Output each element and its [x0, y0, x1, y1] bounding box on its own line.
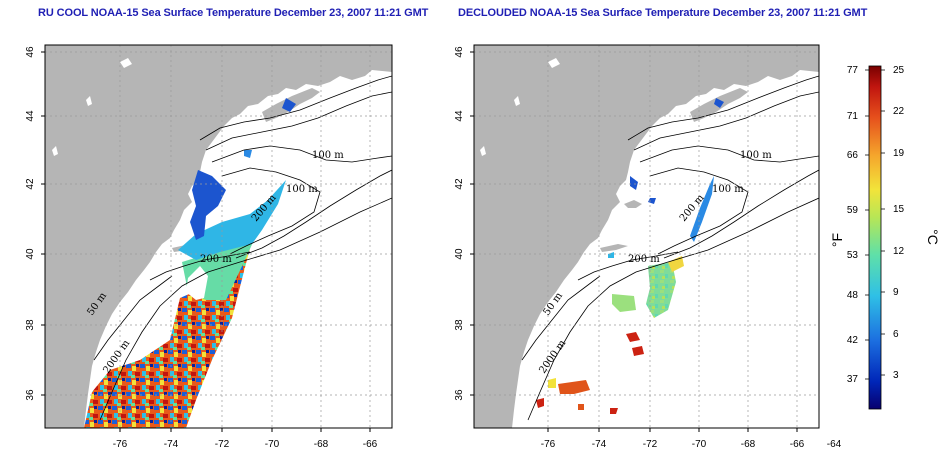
lon-axis-left: -76 -74 -72 -70 -68 -66 [113, 428, 378, 450]
colorbar-unit-c: °C [925, 229, 941, 245]
lon-axis-right: -76 -74 -72 -70 -68 -66 -64 [541, 428, 842, 450]
land-mass-right [474, 45, 819, 428]
colorbar-c-label: 6 [893, 329, 899, 340]
colorbar-f-label: 59 [847, 205, 859, 216]
colorbar-c-label: 15 [893, 204, 905, 215]
bathymetry-contours-left [93, 75, 392, 421]
colorbar-gradient [868, 65, 882, 410]
map-panel-left: 100 m 100 m 200 m 200 m 50 m 2000 m 46 4… [25, 44, 393, 450]
temperature-colorbar: 77 71 66 59 53 48 42 37 25 22 19 15 12 9… [829, 65, 941, 410]
colorbar-c-label: 3 [893, 370, 899, 381]
map-title-right: DECLOUDED NOAA-15 Sea Surface Temperatur… [458, 7, 868, 19]
lon-tick: -66 [790, 439, 805, 450]
contour-label: 100 m [740, 150, 772, 161]
colorbar-f-label: 37 [847, 374, 859, 385]
colorbar-f-label: 42 [847, 335, 859, 346]
contour-label: 200 m [628, 254, 660, 265]
colorbar-c-label: 12 [893, 246, 905, 257]
colorbar-f-label: 77 [847, 65, 859, 76]
lat-tick: 38 [25, 319, 36, 331]
colorbar-c-label: 25 [893, 65, 905, 76]
map-panel-right: 100 m 100 m 200 m 200 m 50 m 2000 m 46 4… [454, 44, 842, 450]
colorbar-f-label: 48 [847, 290, 859, 301]
lon-tick: -70 [692, 439, 707, 450]
contour-label: 100 m [286, 184, 318, 195]
lon-tick: -76 [113, 439, 128, 450]
lat-tick: 36 [454, 389, 465, 401]
lat-tick: 36 [25, 389, 36, 401]
lon-tick: -76 [541, 439, 556, 450]
land-mass-left [45, 45, 392, 428]
lat-tick: 40 [454, 248, 465, 260]
lat-tick: 46 [25, 46, 36, 58]
colorbar-f-label: 71 [847, 111, 859, 122]
lon-tick: -70 [265, 439, 280, 450]
colorbar-c-label: 9 [893, 287, 899, 298]
lon-tick: -66 [363, 439, 378, 450]
colorbar-f-label: 53 [847, 250, 859, 261]
lon-tick: -74 [164, 439, 179, 450]
lat-tick: 38 [454, 319, 465, 331]
colorbar-unit-f: °F [829, 233, 845, 247]
lon-tick: -68 [741, 439, 756, 450]
contour-label: 200 m [200, 254, 232, 265]
contour-label: 100 m [712, 184, 744, 195]
lon-tick: -74 [592, 439, 607, 450]
bathymetry-contours-right [521, 75, 819, 421]
lat-axis-left: 46 44 42 40 38 36 [25, 46, 45, 401]
map-title-left: RU COOL NOAA-15 Sea Surface Temperature … [38, 7, 429, 19]
lon-tick: -72 [643, 439, 658, 450]
lat-tick: 42 [25, 178, 36, 190]
lat-tick: 44 [25, 110, 36, 122]
sst-patch [690, 176, 714, 242]
lat-axis-right: 46 44 42 40 38 36 [454, 46, 474, 401]
colorbar-c-label: 22 [893, 106, 905, 117]
lon-tick: -68 [314, 439, 329, 450]
lat-tick: 44 [454, 110, 465, 122]
colorbar-c-label: 19 [893, 148, 905, 159]
lat-tick: 42 [454, 178, 465, 190]
lat-tick: 46 [454, 46, 465, 58]
lon-tick: -72 [215, 439, 230, 450]
colorbar-f-label: 66 [847, 150, 859, 161]
lon-tick: -64 [827, 439, 842, 450]
lat-tick: 40 [25, 248, 36, 260]
contour-label: 100 m [312, 150, 344, 161]
